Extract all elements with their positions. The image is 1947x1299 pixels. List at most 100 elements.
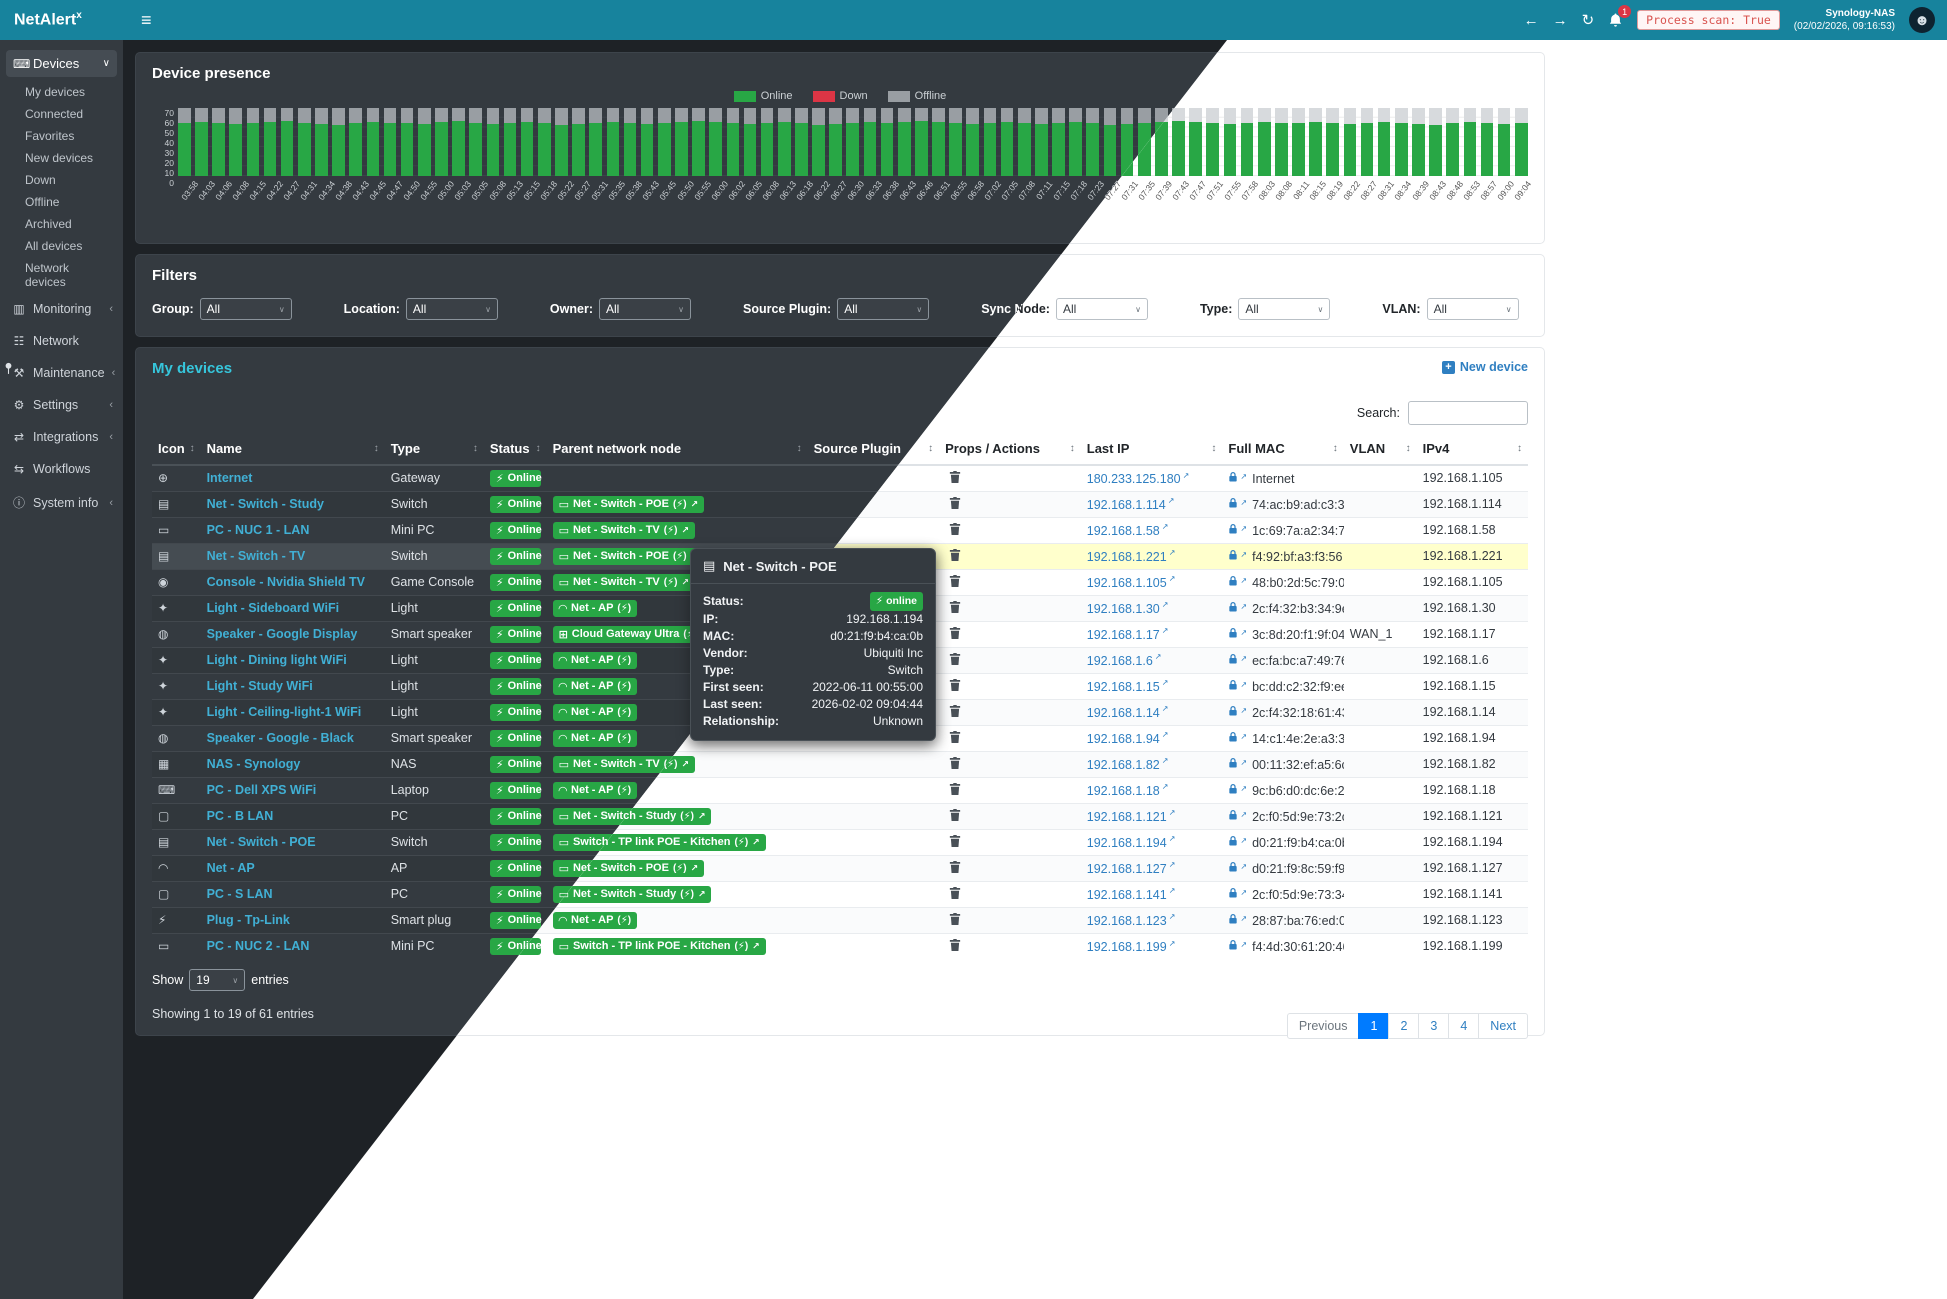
search-input[interactable] bbox=[1408, 401, 1528, 425]
presence-bar[interactable] bbox=[332, 108, 345, 176]
entries-select[interactable]: 19 ∨ bbox=[189, 969, 246, 991]
lock-icon[interactable]: ↗ bbox=[1228, 861, 1247, 873]
last-ip-link[interactable]: 192.168.1.17↗ bbox=[1086, 626, 1169, 642]
presence-bar[interactable] bbox=[400, 108, 414, 176]
delete-device-button[interactable] bbox=[945, 938, 961, 952]
legend-item-offline[interactable]: Offline bbox=[887, 90, 946, 102]
presence-bar[interactable] bbox=[640, 108, 654, 176]
legend-item-online[interactable]: Online bbox=[733, 90, 793, 102]
lock-icon[interactable]: ↗ bbox=[1228, 939, 1247, 951]
presence-bar[interactable] bbox=[520, 108, 534, 176]
presence-bar[interactable] bbox=[1412, 108, 1425, 176]
last-ip-link[interactable]: 192.168.1.15↗ bbox=[1086, 678, 1169, 694]
last-ip-link[interactable]: 180.233.125.180↗ bbox=[1086, 470, 1190, 486]
delete-device-button[interactable] bbox=[945, 782, 961, 796]
lock-icon[interactable]: ↗ bbox=[1228, 757, 1247, 769]
delete-device-button[interactable] bbox=[945, 626, 961, 640]
delete-device-button[interactable] bbox=[945, 600, 961, 614]
column-header-vlan[interactable]: VLAN↕ bbox=[1343, 433, 1417, 466]
column-header-status[interactable]: Status↕ bbox=[483, 433, 547, 466]
column-header-ipv4[interactable]: IPv4↕ bbox=[1416, 433, 1528, 466]
device-name-link[interactable]: PC - S LAN bbox=[206, 887, 273, 901]
presence-bar[interactable] bbox=[537, 108, 551, 176]
pin-icon[interactable] bbox=[4, 362, 13, 380]
delete-device-button[interactable] bbox=[945, 548, 961, 562]
parent-node-badge[interactable]: ▭Net - Switch - TV (⚡) ↗ bbox=[552, 521, 695, 539]
presence-bar[interactable] bbox=[1189, 108, 1202, 176]
notifications-bell-icon[interactable]: 1 bbox=[1608, 5, 1632, 28]
forward-icon[interactable]: → bbox=[1552, 11, 1568, 29]
presence-bar[interactable] bbox=[1257, 108, 1271, 176]
parent-node-badge[interactable]: ▭Switch - TP link POE - Kitchen (⚡) ↗ bbox=[552, 937, 766, 955]
parent-node-badge[interactable]: ◠Net - AP (⚡) bbox=[552, 599, 638, 617]
presence-bar[interactable] bbox=[1497, 108, 1511, 176]
presence-bar[interactable] bbox=[932, 108, 945, 176]
presence-bar[interactable] bbox=[469, 108, 483, 176]
presence-bar[interactable] bbox=[452, 108, 465, 176]
presence-bar[interactable] bbox=[1326, 108, 1340, 176]
device-name-link[interactable]: Net - AP bbox=[206, 861, 255, 875]
presence-bar[interactable] bbox=[709, 108, 722, 176]
last-ip-link[interactable]: 192.168.1.141↗ bbox=[1086, 886, 1176, 902]
presence-bar[interactable] bbox=[726, 108, 740, 176]
presence-bar[interactable] bbox=[915, 108, 928, 176]
last-ip-link[interactable]: 192.168.1.105↗ bbox=[1086, 574, 1176, 590]
filter-type-select[interactable]: All ∨ bbox=[1238, 298, 1331, 320]
presence-bar[interactable] bbox=[1446, 108, 1460, 176]
presence-bar[interactable] bbox=[503, 108, 517, 176]
lock-icon[interactable]: ↗ bbox=[1228, 705, 1247, 717]
presence-bar[interactable] bbox=[1120, 108, 1134, 176]
pagination-previous[interactable]: Previous bbox=[1286, 1013, 1360, 1039]
lock-icon[interactable]: ↗ bbox=[1228, 783, 1247, 795]
delete-device-button[interactable] bbox=[945, 834, 961, 848]
lock-icon[interactable]: ↗ bbox=[1228, 887, 1247, 899]
presence-bar[interactable] bbox=[1394, 108, 1408, 176]
presence-bar[interactable] bbox=[966, 108, 980, 176]
filter-vlan-select[interactable]: All ∨ bbox=[1426, 298, 1519, 320]
presence-bar[interactable] bbox=[349, 108, 363, 176]
column-header-props-actions[interactable]: Props / Actions↕ bbox=[939, 433, 1081, 466]
back-icon[interactable]: ← bbox=[1523, 11, 1539, 29]
presence-bar[interactable] bbox=[760, 108, 774, 176]
presence-bar[interactable] bbox=[1035, 108, 1048, 176]
delete-device-button[interactable] bbox=[945, 886, 961, 900]
device-name-link[interactable]: Internet bbox=[206, 471, 253, 486]
presence-bar[interactable] bbox=[743, 108, 757, 176]
presence-bar[interactable] bbox=[263, 108, 277, 176]
presence-bar[interactable] bbox=[212, 108, 225, 176]
presence-bar[interactable] bbox=[1275, 108, 1288, 176]
device-name-link[interactable]: Net - Switch - POE bbox=[206, 835, 316, 849]
presence-bar[interactable] bbox=[880, 108, 894, 176]
last-ip-link[interactable]: 192.168.1.123↗ bbox=[1086, 912, 1176, 928]
presence-bar[interactable] bbox=[297, 108, 311, 176]
pagination-page-4[interactable]: 4 bbox=[1448, 1013, 1480, 1039]
legend-item-down[interactable]: Down bbox=[812, 90, 868, 102]
pagination-page-2[interactable]: 2 bbox=[1388, 1013, 1420, 1039]
sidebar-item-my-devices[interactable]: My devices bbox=[25, 85, 86, 99]
delete-device-button[interactable] bbox=[945, 574, 961, 588]
last-ip-link[interactable]: 192.168.1.82↗ bbox=[1086, 756, 1169, 772]
column-header-type[interactable]: Type↕ bbox=[384, 433, 484, 466]
lock-icon[interactable]: ↗ bbox=[1228, 913, 1247, 925]
sidebar-item-archived[interactable]: Archived bbox=[25, 217, 72, 231]
presence-bar[interactable] bbox=[1086, 108, 1100, 176]
avatar[interactable]: ☻ bbox=[1909, 7, 1935, 33]
filter-sync-node-select[interactable]: All ∨ bbox=[1055, 298, 1148, 320]
delete-device-button[interactable] bbox=[945, 522, 961, 536]
presence-bar[interactable] bbox=[280, 108, 294, 176]
presence-bar[interactable] bbox=[777, 108, 791, 176]
filter-location-select[interactable]: All ∨ bbox=[405, 298, 498, 320]
sidebar-item-network-devices[interactable]: Network devices bbox=[25, 261, 70, 289]
presence-bar[interactable] bbox=[897, 108, 911, 176]
sidebar-item-devices[interactable]: ⌨ Devices ∨ bbox=[6, 50, 117, 77]
presence-bar[interactable] bbox=[1360, 108, 1374, 176]
presence-bar[interactable] bbox=[1172, 108, 1185, 176]
device-name-link[interactable]: Light - Sideboard WiFi bbox=[206, 601, 340, 615]
presence-bar[interactable] bbox=[178, 108, 191, 176]
refresh-icon[interactable]: ↻ bbox=[1581, 12, 1595, 29]
device-name-link[interactable]: Light - Study WiFi bbox=[206, 679, 313, 693]
device-name-link[interactable]: Light - Dining light WiFi bbox=[206, 653, 347, 667]
device-name-link[interactable]: Light - Ceiling-light-1 WiFi bbox=[206, 705, 362, 719]
parent-node-badge[interactable]: ▭Net - Switch - TV (⚡) ↗ bbox=[552, 573, 695, 591]
presence-bar[interactable] bbox=[812, 108, 825, 176]
